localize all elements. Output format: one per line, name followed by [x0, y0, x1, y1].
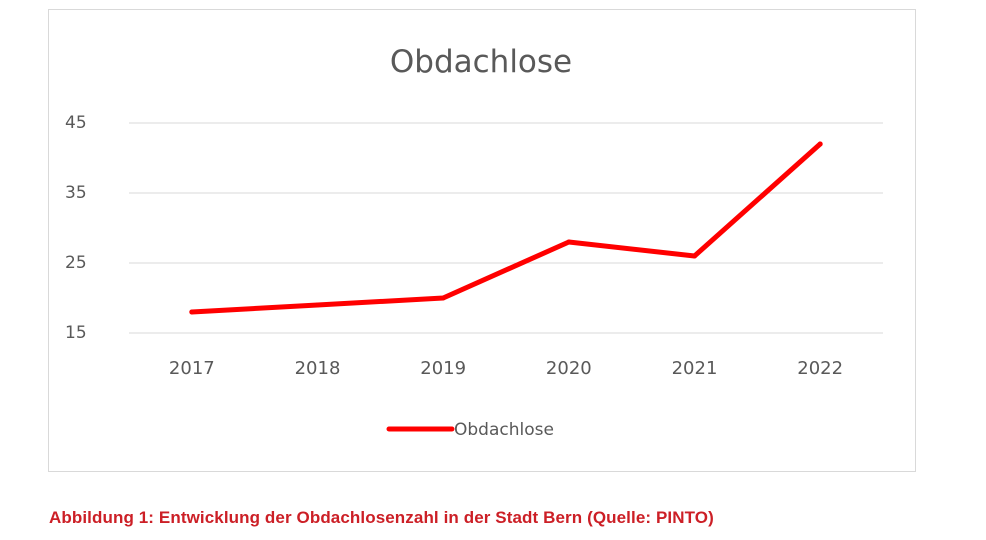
chart-title: Obdachlose [390, 44, 572, 80]
data-point [440, 295, 446, 301]
legend: Obdachlose [386, 420, 554, 440]
legend-label: Obdachlose [454, 420, 554, 440]
chart-frame: 15 25 35 45 2017 2018 2019 2020 2021 2022 Obdach… [48, 9, 916, 472]
x-tick-label: 2022 [797, 358, 843, 379]
series-line [189, 141, 823, 315]
x-tick-label: 2018 [295, 358, 341, 379]
x-tick-label: 2017 [169, 358, 215, 379]
data-point [315, 302, 320, 308]
y-tick-label: 15 [65, 323, 87, 343]
data-point [566, 239, 572, 245]
series-lines [189, 141, 823, 315]
y-tick-label: 45 [65, 113, 87, 133]
data-point [692, 253, 697, 259]
gridlines [129, 122, 883, 334]
y-tick-label: 25 [65, 253, 87, 273]
line-chart: 15 25 35 45 2017 2018 2019 2020 2021 2022 Obdach… [65, 44, 883, 440]
y-axis-tick-labels: 15 25 35 45 [65, 113, 87, 343]
data-point [189, 309, 195, 315]
x-axis-tick-labels: 2017 2018 2019 2020 2021 2022 [169, 358, 843, 379]
data-point [817, 141, 823, 147]
figure-caption: Abbildung 1: Entwicklung der Obdachlosen… [49, 508, 714, 527]
y-tick-label: 35 [65, 183, 87, 203]
x-tick-label: 2019 [420, 358, 466, 379]
x-tick-label: 2021 [672, 358, 718, 379]
x-tick-label: 2020 [546, 358, 592, 379]
